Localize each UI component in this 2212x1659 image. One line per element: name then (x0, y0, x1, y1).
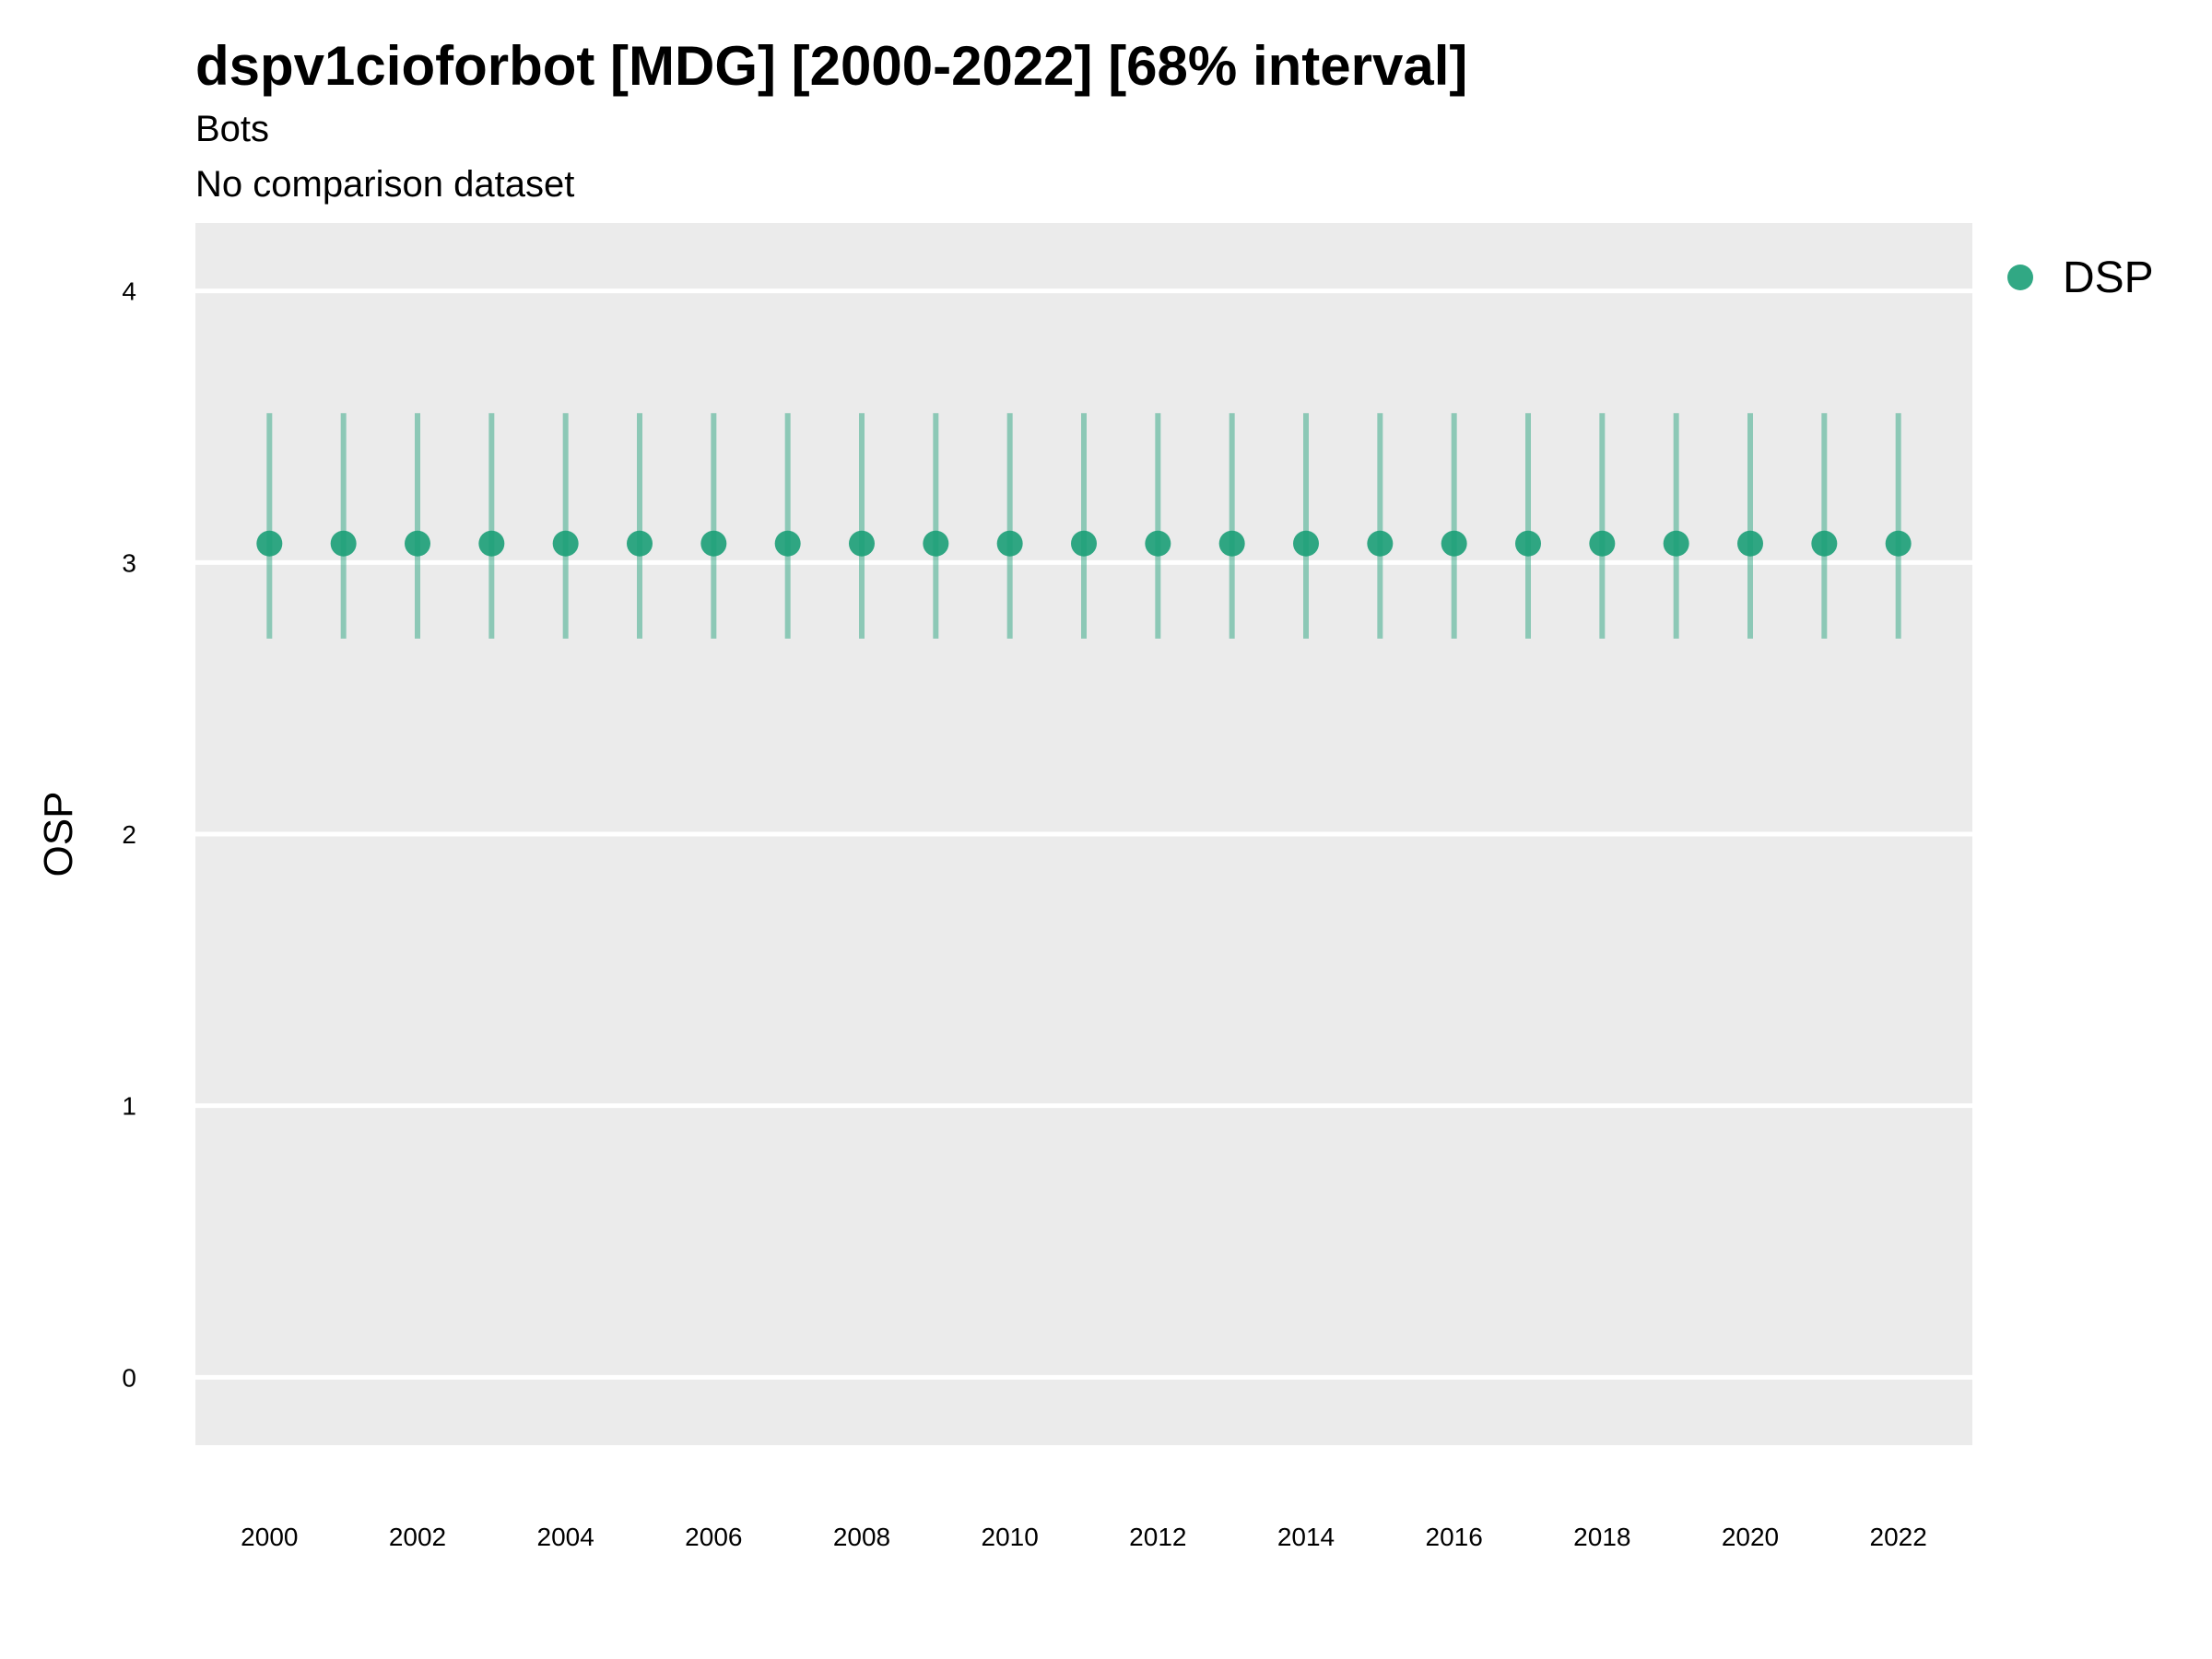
gridlines (195, 288, 1972, 1380)
data-point-2016 (1441, 530, 1467, 557)
x-tick-label-2016: 2016 (1426, 1523, 1483, 1551)
data-point-2008 (849, 530, 875, 557)
x-tick-label-2014: 2014 (1277, 1523, 1335, 1551)
data-point-2022 (1885, 530, 1912, 557)
x-tick-label-2008: 2008 (833, 1523, 890, 1551)
x-tick-label-2018: 2018 (1573, 1523, 1630, 1551)
data-point-2020 (1737, 530, 1763, 557)
legend: DSP (2007, 253, 2154, 302)
data-point-2003 (478, 530, 505, 557)
chart-caption: No comparison dataset (195, 164, 574, 205)
data-point-2000 (256, 530, 283, 557)
data-point-2004 (552, 530, 579, 557)
data-point-2009 (923, 530, 949, 557)
y-tick-label-1: 1 (122, 1092, 136, 1121)
data-points (256, 530, 1912, 557)
data-point-2013 (1218, 530, 1245, 557)
x-tick-label-2012: 2012 (1129, 1523, 1186, 1551)
x-tick-label-2000: 2000 (241, 1523, 298, 1551)
y-tick-label-3: 3 (122, 548, 136, 577)
y-tick-label-4: 4 (122, 277, 136, 306)
legend-label-dsp: DSP (2063, 253, 2154, 302)
data-point-2018 (1589, 530, 1616, 557)
data-point-2002 (405, 530, 430, 557)
data-point-2017 (1515, 530, 1541, 557)
y-tick-label-2: 2 (122, 820, 136, 849)
data-point-2010 (996, 530, 1023, 557)
data-point-2006 (700, 530, 727, 557)
x-tick-label-2022: 2022 (1870, 1523, 1927, 1551)
x-tick-label-2002: 2002 (389, 1523, 446, 1551)
data-point-2021 (1811, 530, 1838, 557)
data-point-2005 (627, 530, 653, 557)
data-point-2019 (1663, 530, 1689, 557)
data-point-2012 (1145, 530, 1171, 557)
chart-subtitle: Bots (195, 109, 269, 149)
data-point-2011 (1071, 530, 1097, 557)
y-axis-title: OSP (36, 792, 81, 877)
data-point-2001 (330, 530, 357, 557)
y-tick-label-0: 0 (122, 1363, 136, 1392)
chart-title: dspv1cioforbot [MDG] [2000-2022] [68% in… (195, 35, 1467, 97)
x-tick-label-2006: 2006 (685, 1523, 742, 1551)
data-point-2015 (1367, 530, 1394, 557)
data-point-2007 (774, 530, 801, 557)
x-tick-label-2020: 2020 (1722, 1523, 1779, 1551)
data-point-2014 (1293, 530, 1319, 557)
x-axis-ticks: 2000 2002 2004 2006 2008 2010 2012 2014 2016 2018… (241, 1523, 1927, 1551)
legend-key-dsp (2007, 265, 2033, 290)
x-tick-label-2004: 2004 (537, 1523, 594, 1551)
y-axis-ticks: 0 1 2 3 4 (122, 277, 136, 1393)
error-bars (266, 413, 1901, 639)
x-tick-label-2010: 2010 (982, 1523, 1039, 1551)
